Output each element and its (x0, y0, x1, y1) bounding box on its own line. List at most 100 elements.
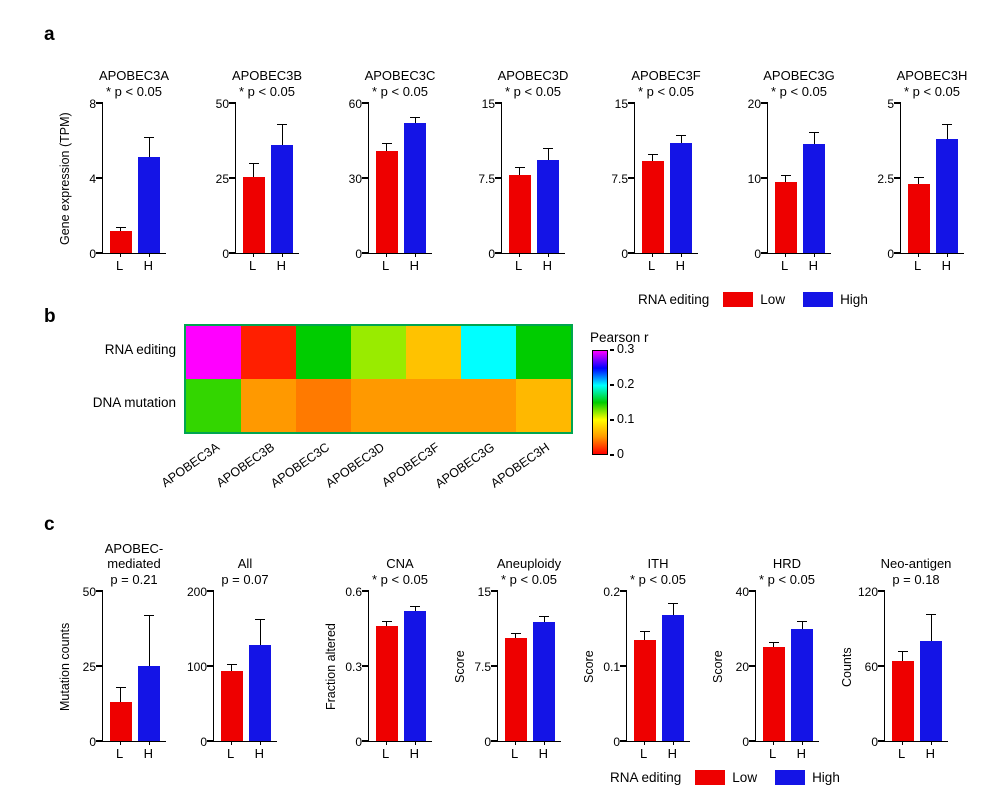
bar-high (404, 611, 427, 741)
x-category-label: H (675, 258, 686, 273)
chart-body: 0 10 20 L H (739, 97, 842, 278)
y-tick-label: 60 (348, 97, 362, 111)
y-tick-labels: 0 30 60 (340, 97, 368, 261)
chart-head: CNA * p < 0.05 (357, 534, 443, 588)
plot-area (96, 102, 166, 257)
error-bar (676, 135, 687, 143)
chart-body: Gene expression (TPM) 0 4 8 L H (56, 97, 177, 278)
error-bar (926, 613, 937, 642)
error-bar (115, 226, 126, 231)
chart-title: CNA (386, 555, 414, 571)
chart-subtitle: * p < 0.05 (238, 84, 296, 100)
plot-area (362, 590, 432, 745)
x-tick-mark (784, 253, 787, 257)
x-tick-mark (901, 741, 904, 745)
bar-chart: APOBEC3B * p < 0.05 0 25 50 L H (207, 50, 310, 278)
y-axis-label: Score (711, 650, 725, 684)
y-tick-mark (878, 665, 885, 667)
heatmap-row-label: RNA editing (104, 341, 176, 357)
heatmap-cell (406, 379, 461, 432)
x-tick-mark (680, 253, 683, 257)
panel-a-label: a (44, 24, 55, 45)
chart-head: Neo-antigen p = 0.18 (873, 534, 959, 588)
y-tick-label: 0 (200, 735, 207, 749)
y-tick-mark (495, 252, 502, 254)
colorbar-body: 0 0.1 0.2 0.3 (590, 342, 660, 461)
y-tick-mark (96, 252, 103, 254)
x-tick-mark (518, 253, 521, 257)
y-tick-label: 0.6 (345, 585, 362, 599)
plot-area (749, 590, 819, 745)
legend-low-swatch (695, 770, 726, 785)
panel-b-label: b (44, 306, 56, 327)
x-tick-mark (543, 741, 546, 745)
heatmap-cell (461, 326, 516, 379)
x-category-label: L (511, 746, 519, 761)
plot-area (761, 102, 831, 257)
chart-head: APOBEC3H * p < 0.05 (889, 50, 975, 100)
bar-high (138, 666, 161, 741)
chart-title: APOBEC3A (98, 67, 170, 83)
y-tick-label: 25 (215, 172, 229, 186)
chart-head: APOBEC3C * p < 0.05 (357, 50, 443, 100)
y-tick-label: 0 (613, 735, 620, 749)
y-tick-label: 2.5 (877, 172, 894, 186)
y-tick-mark (749, 740, 756, 742)
bar-high (670, 143, 693, 253)
chart-body: Score 0 20 40 L H (709, 585, 830, 766)
y-axis-label: Score (582, 650, 596, 684)
bar-chart: HRD * p < 0.05 Score 0 20 40 L H (709, 534, 830, 766)
colorbar-tick-mark (610, 454, 614, 456)
y-tick-labels: 0 4 8 (74, 97, 102, 261)
bar-low (109, 230, 132, 253)
error-bar (226, 663, 237, 672)
chart-subtitle: * p < 0.05 (371, 84, 429, 100)
colorbar-tick-label: 0.1 (617, 412, 635, 426)
y-tick-mark (894, 252, 901, 254)
y-tick-label: 30 (348, 172, 362, 186)
heatmap-cell (516, 326, 571, 379)
chart-head: All p = 0.07 (202, 534, 288, 588)
y-tick-label: 0 (89, 735, 96, 749)
plot-area (491, 590, 561, 745)
legend-low-label: Low (760, 292, 786, 307)
chart-title: ITH (647, 555, 669, 571)
x-category-label: L (227, 746, 235, 761)
legend-high-label: High (840, 292, 868, 307)
y-tick-label: 4 (89, 172, 96, 186)
heatmap-cell (186, 326, 241, 379)
bar-low (774, 181, 797, 253)
bar-low (508, 175, 531, 253)
y-tick-labels: 0 20 40 (727, 585, 755, 749)
x-tick-mark (813, 253, 816, 257)
heatmap-cell (241, 326, 296, 379)
x-category-label: H (538, 746, 549, 761)
chart-subtitle: * p < 0.05 (371, 572, 429, 588)
x-category-label: L (640, 746, 648, 761)
error-bar (647, 154, 658, 161)
y-tick-label: 50 (215, 97, 229, 111)
chart-head: Aneuploidy * p < 0.05 (486, 534, 572, 588)
plot-area (878, 590, 948, 745)
y-tick-mark (620, 740, 627, 742)
error-bar (514, 167, 525, 175)
y-tick-mark (495, 102, 502, 104)
error-bar (543, 148, 554, 160)
y-tick-mark (761, 177, 768, 179)
y-tick-mark (362, 252, 369, 254)
bar-chart: APOBEC3D * p < 0.05 0 7.5 15 L H (473, 50, 576, 278)
error-bar (410, 116, 421, 124)
chart-head: APOBEC3F * p < 0.05 (623, 50, 709, 100)
x-category-label: H (941, 258, 952, 273)
bar-low (109, 702, 132, 741)
y-tick-label: 100 (186, 660, 207, 674)
bar-chart: Aneuploidy * p < 0.05 Score 0 7.5 15 L H (451, 534, 572, 766)
y-tick-labels: 0 7.5 15 (606, 97, 634, 261)
